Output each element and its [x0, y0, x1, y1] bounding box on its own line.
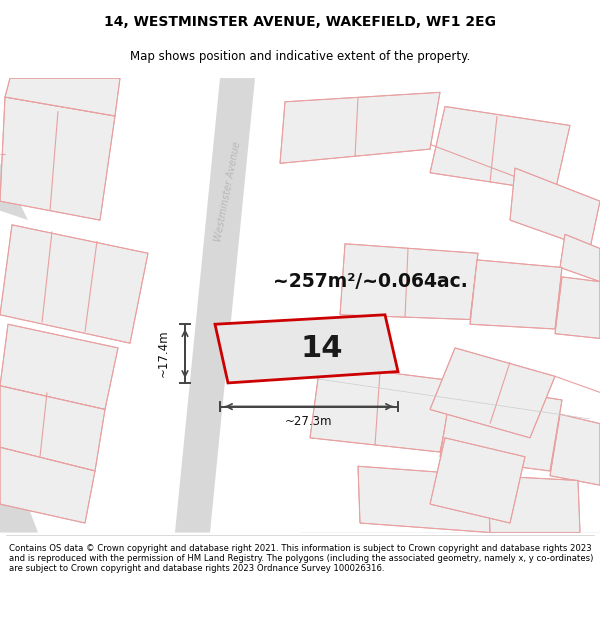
Polygon shape: [215, 315, 398, 383]
Polygon shape: [560, 234, 600, 282]
Polygon shape: [488, 476, 580, 532]
Polygon shape: [0, 163, 28, 220]
Text: Westminster Avenue: Westminster Avenue: [214, 141, 242, 242]
Polygon shape: [430, 106, 570, 192]
Polygon shape: [280, 92, 440, 163]
Text: ~27.3m: ~27.3m: [285, 415, 333, 428]
Polygon shape: [510, 168, 600, 249]
Text: ~257m²/~0.064ac.: ~257m²/~0.064ac.: [272, 272, 467, 291]
Text: 14: 14: [300, 334, 343, 363]
Polygon shape: [0, 433, 38, 532]
Polygon shape: [555, 277, 600, 339]
Polygon shape: [175, 78, 255, 532]
Text: ~17.4m: ~17.4m: [157, 330, 170, 378]
Polygon shape: [470, 260, 562, 329]
Polygon shape: [310, 364, 455, 452]
Polygon shape: [340, 244, 478, 319]
Polygon shape: [0, 448, 95, 523]
Polygon shape: [358, 466, 490, 532]
Text: 14, WESTMINSTER AVENUE, WAKEFIELD, WF1 2EG: 14, WESTMINSTER AVENUE, WAKEFIELD, WF1 2…: [104, 15, 496, 29]
Polygon shape: [430, 348, 555, 438]
Polygon shape: [0, 324, 118, 409]
Polygon shape: [0, 386, 105, 471]
Text: Map shows position and indicative extent of the property.: Map shows position and indicative extent…: [130, 50, 470, 62]
Polygon shape: [440, 383, 562, 471]
Polygon shape: [550, 414, 600, 485]
Text: Contains OS data © Crown copyright and database right 2021. This information is : Contains OS data © Crown copyright and d…: [9, 544, 593, 573]
Polygon shape: [430, 438, 525, 523]
Polygon shape: [0, 225, 148, 343]
Polygon shape: [5, 78, 120, 116]
Polygon shape: [0, 97, 115, 220]
